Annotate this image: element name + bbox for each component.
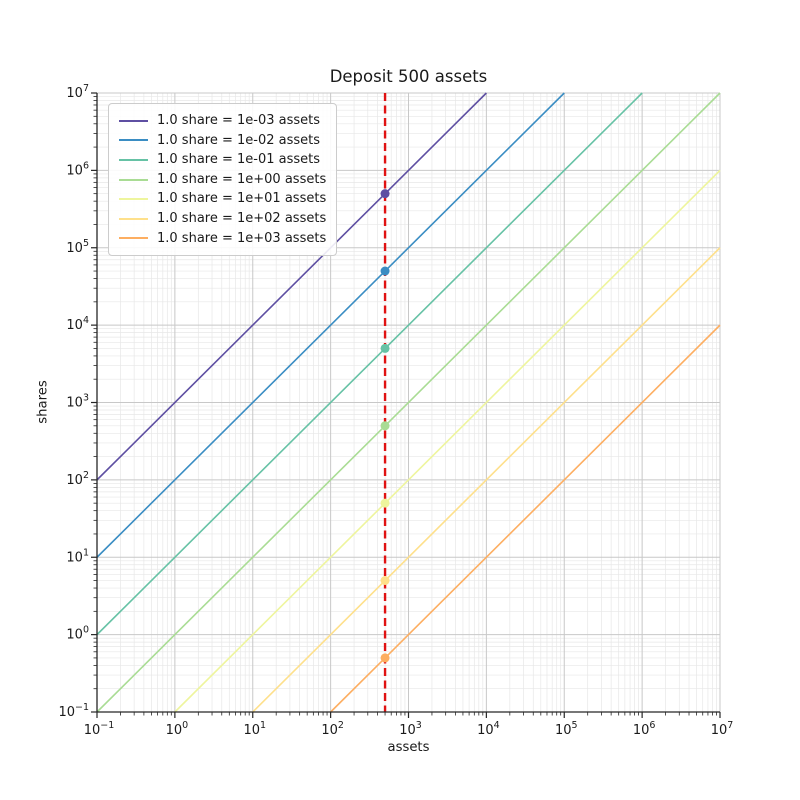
legend-item: 1.0 share = 1e+00 assets [119,170,326,190]
legend-label: 1.0 share = 1e+03 assets [157,230,327,246]
y-tick-label: 100 [66,625,89,643]
legend-line-swatch [119,237,148,240]
legend-item: 1.0 share = 1e-03 assets [119,111,326,131]
legend-item: 1.0 share = 1e+01 assets [119,189,326,209]
x-tick-label: 104 [477,720,500,738]
x-tick-label: 106 [633,720,656,738]
data-point [380,653,390,663]
legend-line-swatch [119,198,148,201]
data-point [380,576,390,586]
y-tick-label: 105 [66,238,89,256]
y-tick-label: 104 [66,315,89,333]
legend-line-swatch [119,158,148,161]
legend-line-swatch [119,178,148,181]
y-tick-label: 103 [66,393,89,411]
y-tick-label: 107 [66,83,89,101]
data-point [380,266,390,276]
series-line [96,92,565,558]
y-tick-label: 101 [66,547,89,565]
x-axis-label: assets [387,740,430,755]
legend-label: 1.0 share = 1e+00 assets [157,171,327,187]
legend-item: 1.0 share = 1e-01 assets [119,150,326,170]
series-line [330,324,721,713]
legend: 1.0 share = 1e-03 assets 1.0 share = 1e-0… [108,103,338,257]
series-line [96,92,643,636]
x-tick-label: 107 [711,720,734,738]
chart-title: Deposit 500 assets [329,67,488,86]
x-tick-label: 102 [321,720,344,738]
legend-label: 1.0 share = 1e-01 assets [157,152,321,168]
legend-label: 1.0 share = 1e+01 assets [157,191,327,207]
x-tick-label: 10−1 [84,720,115,738]
y-tick-label: 106 [66,160,89,178]
legend-line-swatch [119,139,148,142]
legend-item: 1.0 share = 1e+02 assets [119,209,326,229]
series-line [96,92,721,713]
legend-line-swatch [119,217,148,220]
y-tick-label: 102 [66,470,89,488]
legend-line-swatch [119,119,148,122]
series-line [174,169,721,713]
series-line [252,247,721,713]
data-point [380,498,390,508]
data-point [380,343,390,353]
legend-label: 1.0 share = 1e+02 assets [157,210,327,226]
data-point [380,189,390,199]
y-tick-label: 10−1 [58,702,89,720]
x-tick-label: 105 [555,720,578,738]
legend-item: 1.0 share = 1e-02 assets [119,131,326,151]
x-tick-label: 100 [166,720,189,738]
x-tick-label: 103 [399,720,422,738]
y-axis-label: shares [35,380,51,424]
legend-label: 1.0 share = 1e-03 assets [157,113,321,128]
x-tick-label: 101 [243,720,266,738]
series-line [96,92,487,481]
data-point [380,421,390,431]
legend-label: 1.0 share = 1e-02 assets [157,132,321,148]
legend-item: 1.0 share = 1e+03 assets [119,229,326,249]
